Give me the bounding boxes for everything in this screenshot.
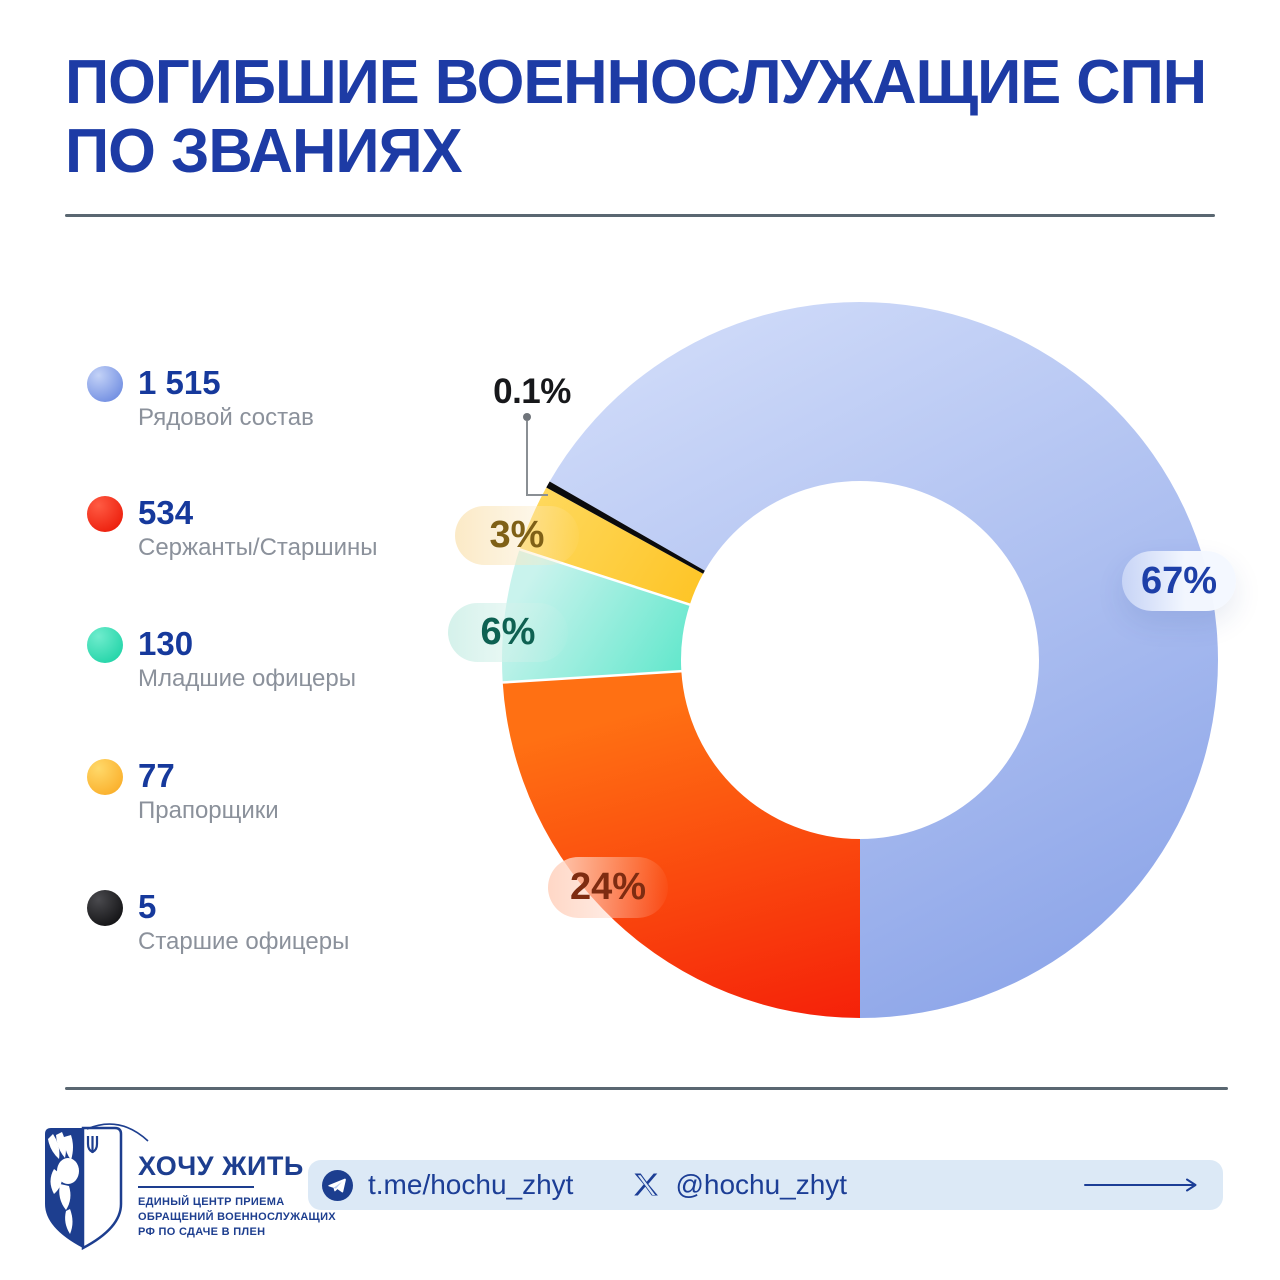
contact-bar: t.me/hochu_zhyt @hochu_zhyt — [308, 1160, 1223, 1210]
callout-leader-line — [523, 413, 548, 496]
pct-label-mladshie: 6% — [448, 603, 568, 662]
top-divider — [65, 214, 1215, 217]
trident-icon — [86, 1136, 99, 1154]
pct-label-praporshchiki: 3% — [455, 506, 579, 565]
page-title: ПОГИБШИЕ ВОЕННОСЛУЖАЩИЕ СПН ПО ЗВАНИЯХ — [65, 48, 1213, 186]
telegram-link[interactable]: t.me/hochu_zhyt — [322, 1169, 573, 1201]
bottom-divider — [65, 1087, 1228, 1090]
logo-divider — [138, 1186, 254, 1188]
donut-slice-1 — [502, 671, 860, 1018]
logo-title: ХОЧУ ЖИТЬ — [138, 1151, 304, 1181]
legend-label: Старшие офицеры — [138, 928, 350, 955]
more-arrow-button[interactable] — [1084, 1176, 1199, 1194]
telegram-handle: t.me/hochu_zhyt — [368, 1169, 574, 1200]
legend-dot-teal — [87, 627, 123, 663]
legend-dot-yellow — [87, 759, 123, 795]
legend-item-ryadovoy: 1 515 Рядовой состав — [87, 365, 314, 431]
x-handle: @hochu_zhyt — [675, 1169, 848, 1200]
legend-item-starshie: 5 Старшие офицеры — [87, 889, 349, 955]
dove — [48, 1132, 79, 1234]
legend-dot-black — [87, 890, 123, 926]
legend-item-praporshchiki: 77 Прапорщики — [87, 758, 279, 824]
shield-dove-icon — [45, 1123, 149, 1251]
legend-value: 5 — [138, 888, 157, 925]
legend-label: Прапорщики — [138, 797, 279, 824]
logo-subtitle-1: ЕДИНЫЙ ЦЕНТР ПРИЕМА — [138, 1196, 285, 1208]
donut-slice-4 — [546, 481, 705, 574]
donut-slices — [502, 301, 1218, 1018]
pct-label-serzhanty: 24% — [548, 857, 668, 918]
donut-chart — [501, 301, 1218, 1018]
legend-label: Сержанты/Старшины — [138, 534, 378, 561]
telegram-icon — [322, 1169, 353, 1201]
legend-dot-red — [87, 496, 123, 532]
legend-value: 1 515 — [138, 364, 221, 401]
legend-value: 77 — [138, 757, 175, 794]
logo-subtitle-3: РФ ПО СДАЧЕ В ПЛЕН — [138, 1226, 266, 1238]
x-link[interactable]: @hochu_zhyt — [633, 1169, 847, 1201]
logo-swoosh — [86, 1123, 149, 1142]
legend-value: 130 — [138, 625, 194, 662]
legend-item-serzhanty: 534 Сержанты/Старшины — [87, 495, 378, 561]
legend-label: Рядовой состав — [138, 404, 314, 431]
logo-subtitle-2: ОБРАЩЕНИЙ ВОЕННОСЛУЖАЩИХ — [138, 1211, 336, 1223]
legend-item-mladshie: 130 Младшие офицеры — [87, 626, 356, 692]
pct-label-starshie: 0.1% — [493, 372, 571, 411]
legend-label: Младшие офицеры — [138, 665, 356, 692]
legend-dot-blue — [87, 366, 123, 402]
page-title-line2: ПО ЗВАНИЯХ — [65, 117, 463, 186]
x-icon — [634, 1173, 659, 1195]
hochu-zhyt-logo: ХОЧУ ЖИТЬ ЕДИНЫЙ ЦЕНТР ПРИЕМА ОБРАЩЕНИЙ … — [40, 1123, 336, 1252]
page-title-line1: ПОГИБШИЕ ВОЕННОСЛУЖАЩИЕ СПН — [65, 48, 1207, 117]
donut-slice-0 — [549, 301, 1218, 1018]
pct-label-ryadovoy: 67% — [1122, 551, 1236, 611]
legend-value: 534 — [138, 494, 194, 531]
right-arrow-icon — [1084, 1178, 1197, 1192]
